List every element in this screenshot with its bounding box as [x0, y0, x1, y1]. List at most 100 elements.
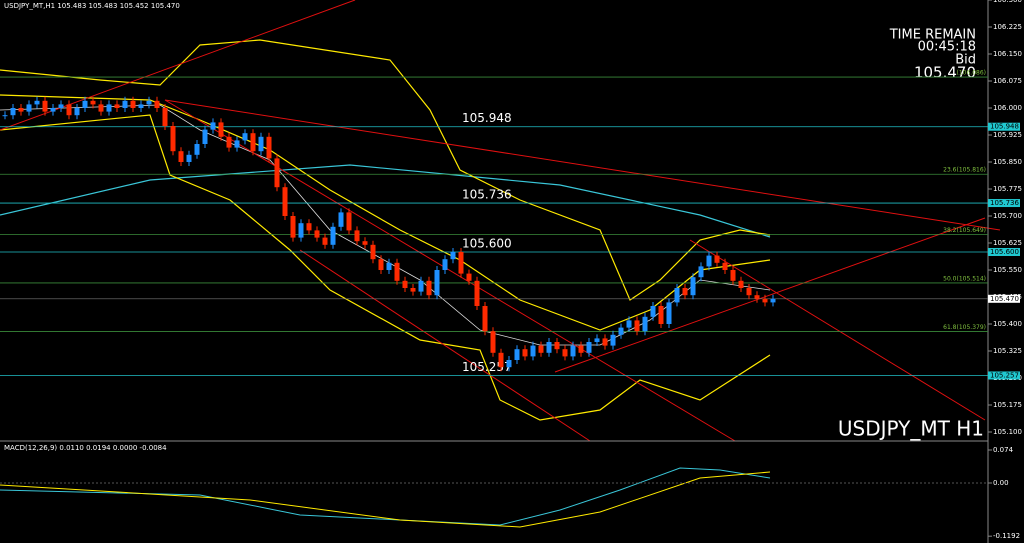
macd-tick-label: 0.074: [993, 446, 1014, 454]
candle-body: [42, 100, 48, 112]
candle-body: [282, 187, 288, 216]
y-tick-label: 105.325: [993, 347, 1022, 355]
candle-body: [498, 352, 504, 368]
candle-body: [730, 270, 736, 281]
candle-body: [650, 306, 656, 317]
level-label: 105.948: [462, 111, 512, 125]
trendline: [299, 249, 591, 442]
fib-label: 50.0(105.514): [943, 275, 986, 282]
y-tick-label: 105.400: [993, 320, 1022, 328]
level-axis-label: 105.948: [990, 123, 1019, 131]
candle-body: [130, 100, 136, 108]
candle-body: [146, 100, 152, 105]
level-box: [988, 248, 1020, 256]
candle-body: [162, 108, 168, 126]
candle-body: [122, 100, 128, 108]
macd-tick-label: 0.00: [993, 479, 1009, 487]
candle-body: [90, 100, 96, 105]
candle-body: [234, 140, 240, 148]
candle-body: [346, 212, 352, 231]
candle-body: [34, 100, 40, 105]
candle-body: [522, 349, 528, 357]
y-tick-label: 105.775: [993, 185, 1022, 193]
candle-body: [722, 262, 728, 270]
overlays: [0, 0, 1001, 543]
candle-body: [434, 270, 440, 296]
time-label: TIME REMAIN: [889, 28, 976, 43]
candle-body: [490, 331, 496, 353]
candle-body: [610, 334, 616, 346]
candle-body: [578, 345, 584, 353]
candle-body: [106, 104, 112, 112]
candle-body: [362, 241, 368, 245]
candle-body: [218, 122, 224, 137]
candle-body: [410, 288, 416, 292]
candle-body: [370, 244, 376, 260]
signal-line: [0, 471, 771, 528]
candle-body: [706, 255, 712, 267]
symbol-info: USDJPY_MT,H1 105.483 105.483 105.452 105…: [4, 2, 180, 10]
level-axis-label: 105.736: [990, 199, 1019, 207]
trendline: [164, 99, 736, 442]
fib-label: 38.2(105.649): [943, 227, 986, 234]
candle-body: [458, 252, 464, 274]
candle-body: [666, 302, 672, 324]
candle-body: [682, 288, 688, 296]
candle-body: [170, 126, 176, 152]
y-tick-label: 105.625: [993, 239, 1022, 247]
candle-body: [226, 136, 232, 148]
candle-body: [74, 108, 80, 116]
candle-body: [466, 273, 472, 281]
candle-body: [10, 108, 16, 116]
y-tick-label: 106.000: [993, 104, 1022, 112]
candle-body: [618, 327, 624, 335]
candle-body: [138, 104, 144, 108]
candle-body: [386, 262, 392, 270]
candle-body: [154, 100, 160, 108]
candle-body: [114, 104, 120, 108]
time: 00:45:18: [918, 40, 976, 55]
candle-body: [266, 136, 272, 159]
candle-body: [626, 320, 632, 328]
candle-body: [554, 342, 560, 350]
y-tick-label: 105.175: [993, 401, 1022, 409]
candle-body: [2, 115, 8, 117]
candle-body: [634, 320, 640, 332]
candle-body: [58, 104, 64, 108]
candle-body: [202, 129, 208, 144]
candle-body: [258, 136, 264, 152]
trendline: [0, 0, 356, 131]
current-price-label: 105.470: [990, 295, 1019, 303]
fib-label: 61.8(105.379): [943, 324, 986, 331]
candle-body: [322, 237, 328, 245]
candle-body: [178, 151, 184, 162]
candle-body: [482, 306, 488, 332]
candle-body: [698, 266, 704, 278]
trendline: [164, 99, 1001, 231]
candle-body: [658, 306, 664, 324]
y-tick-label: 105.700: [993, 212, 1022, 220]
candle-body: [530, 345, 536, 357]
candle-body: [274, 158, 280, 188]
trendline: [689, 239, 986, 421]
candle-body: [762, 298, 768, 303]
level-axis-label: 105.257: [990, 371, 1019, 379]
candle-body: [66, 104, 72, 116]
macd-title: MACD(12,26,9) 0.0110 0.0194 0.0000 -0.00…: [4, 444, 167, 452]
y-tick-label: 106.075: [993, 77, 1022, 85]
candle-body: [738, 280, 744, 288]
candle-body: [354, 230, 360, 242]
y-tick-label: 105.550: [993, 266, 1022, 274]
candle-body: [298, 223, 304, 238]
candle-body: [714, 255, 720, 263]
candle-body: [746, 288, 752, 296]
candle-body: [674, 288, 680, 303]
candle-body: [210, 122, 216, 130]
candle-body: [506, 360, 512, 368]
level-label: 105.257: [462, 360, 512, 374]
candle-body: [546, 342, 552, 353]
level-box: [988, 199, 1020, 208]
candle-body: [26, 104, 32, 112]
y-tick-label: 105.850: [993, 158, 1022, 166]
